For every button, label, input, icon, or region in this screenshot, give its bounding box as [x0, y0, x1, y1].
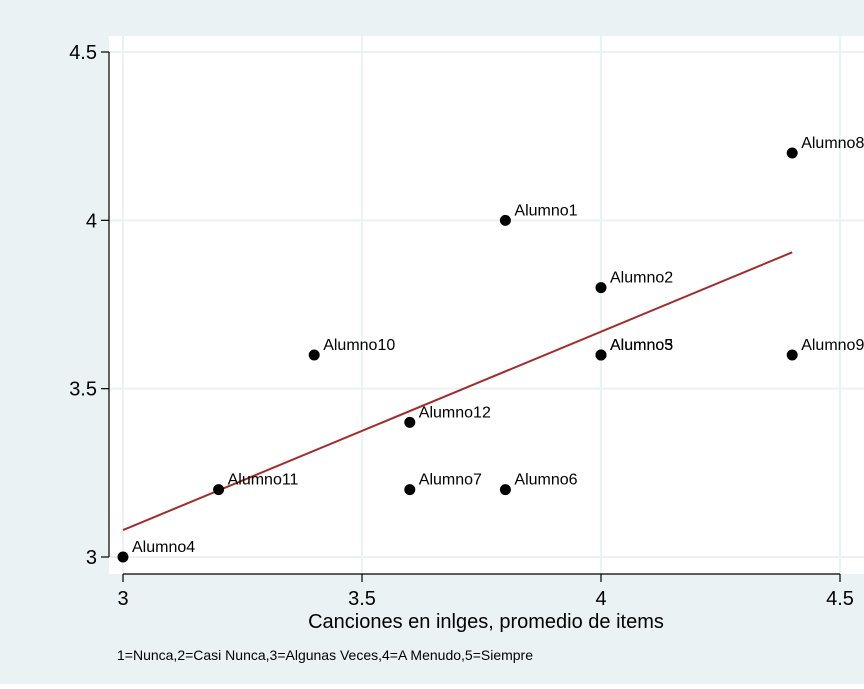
point-label: Alumno9: [801, 337, 864, 354]
point-label: Alumno2: [610, 270, 673, 287]
point-labels: Alumno1 Alumno2 Alumno3 Alumno4 Alumno5 Alumn…: [132, 135, 864, 556]
point-label: Alumno4: [132, 539, 195, 556]
fit-line: [122, 251, 793, 531]
axes: 3 3.5 4 4.5 3 3.5 4 4.5: [69, 42, 854, 610]
x-axis-title: Canciones en inlges, promedio de items: [308, 611, 664, 633]
y-tick-label: 3: [86, 547, 97, 569]
data-point: [404, 484, 416, 496]
x-tick-label: 4.5: [826, 588, 854, 610]
data-point: [786, 349, 798, 361]
x-tick-label: 3.5: [348, 588, 376, 610]
data-point: [786, 147, 798, 159]
point-label: Alumno3: [610, 337, 673, 354]
data-point: [499, 214, 511, 226]
data-point: [595, 282, 607, 294]
y-tick-label: 4: [86, 210, 97, 232]
y-tick-label: 4.5: [69, 42, 97, 64]
chart-note: 1=Nunca,2=Casi Nunca,3=Algunas Veces,4=A…: [117, 647, 533, 663]
point-label: Alumno12: [419, 404, 491, 421]
point-label: Alumno11: [228, 472, 299, 489]
data-point: [213, 484, 225, 496]
fit-line-layer: [122, 251, 793, 531]
point-label: Alumno5: [610, 337, 673, 354]
data-point: [117, 551, 129, 563]
grid-lines: [109, 36, 864, 574]
point-label: Alumno8: [801, 135, 864, 152]
data-point: [404, 416, 416, 428]
data-point: [499, 484, 511, 496]
x-tick-label: 3: [117, 588, 128, 610]
data-point: [308, 349, 320, 361]
data-point: [595, 349, 607, 361]
point-label: Alumno1: [514, 202, 577, 219]
point-label: Alumno10: [323, 337, 395, 354]
point-label: Alumno6: [514, 472, 577, 489]
data-points: [117, 147, 798, 563]
point-label: Alumno7: [419, 472, 482, 489]
x-tick-label: 4: [595, 588, 606, 610]
y-tick-label: 3.5: [69, 379, 97, 401]
